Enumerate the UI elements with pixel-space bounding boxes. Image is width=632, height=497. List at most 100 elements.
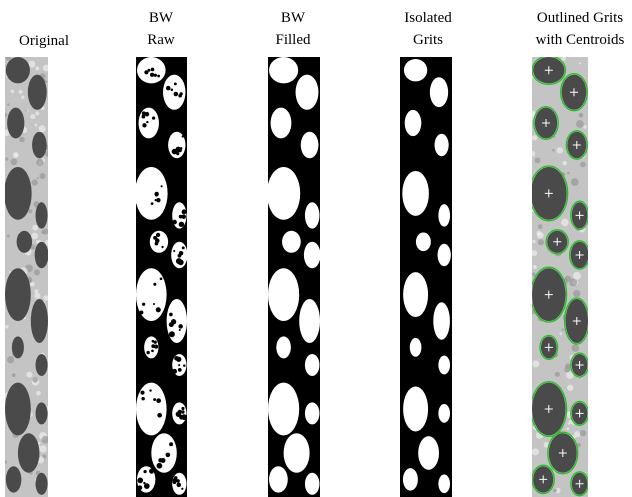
noise [169,313,173,317]
grit [403,272,428,317]
texture [530,151,536,157]
texture [573,290,580,297]
texture [37,177,39,179]
noise [158,458,162,462]
texture [32,179,38,185]
grit [36,202,48,228]
noise [141,397,144,400]
texture [35,124,38,127]
noise [156,233,160,237]
noise [144,70,148,74]
noise [154,344,158,348]
noise [153,303,155,305]
texture [536,231,541,236]
noise [179,329,181,331]
noise [181,214,185,218]
texture [42,436,50,444]
panel: BWRaw [135,10,188,497]
texture [25,109,27,111]
noise [177,483,182,488]
grit [305,473,320,495]
noise [182,246,185,249]
panel-title: BW [281,10,306,26]
noise [181,414,187,420]
noise [174,82,177,85]
grit [35,242,49,268]
texture [564,366,570,372]
noise [142,303,145,306]
texture [32,225,38,231]
grit [404,59,427,81]
texture [35,67,39,71]
texture [3,460,7,464]
grit [36,402,48,424]
grit [28,75,47,110]
texture [34,289,38,293]
texture [562,161,566,165]
noise [182,209,187,214]
noise [183,364,186,367]
grit [6,466,21,492]
texture [11,90,15,94]
grit [301,132,319,158]
texture [29,61,36,68]
noise [140,391,144,395]
noise [181,407,184,410]
grit [36,354,48,376]
texture [36,391,41,396]
grit [304,242,321,268]
grit [410,338,422,357]
panel: IsolatedGrits [400,10,452,497]
texture [535,157,541,163]
panel-image [528,56,589,497]
texture [552,149,555,152]
noise [152,117,155,120]
texture [531,250,537,256]
panel-title: BW [149,10,174,26]
texture [40,173,46,179]
noise [160,277,163,280]
texture [21,95,24,98]
texture [5,325,8,328]
noise [146,351,149,354]
noise [178,368,182,372]
panel-image [3,55,51,497]
grit [430,77,448,107]
noise [145,112,150,117]
noise [151,68,155,72]
noise [169,331,175,337]
noise [174,92,179,97]
texture [571,178,579,186]
texture [28,209,32,213]
panel-title: Isolated [404,10,452,26]
grit [299,299,320,343]
noise [157,75,160,78]
texture [30,114,35,119]
texture [41,231,44,234]
panel-image [267,57,321,497]
noise [146,121,148,123]
grit [4,167,32,220]
texture [581,377,583,379]
texture [557,147,563,153]
noise [176,411,182,417]
noise [173,250,175,252]
texture [7,235,10,238]
noise [172,149,178,155]
noise [154,74,157,77]
texture [532,360,539,367]
texture [35,111,39,115]
grit [305,202,320,228]
texture [567,172,570,175]
texture [31,233,38,240]
noise [169,322,174,327]
grit [167,299,187,343]
texture [579,113,584,118]
grit [271,108,292,139]
panel-image [400,57,452,497]
grit [405,110,422,136]
noise [181,410,184,413]
texture [559,332,562,335]
grit [435,134,449,156]
texture [11,158,18,165]
